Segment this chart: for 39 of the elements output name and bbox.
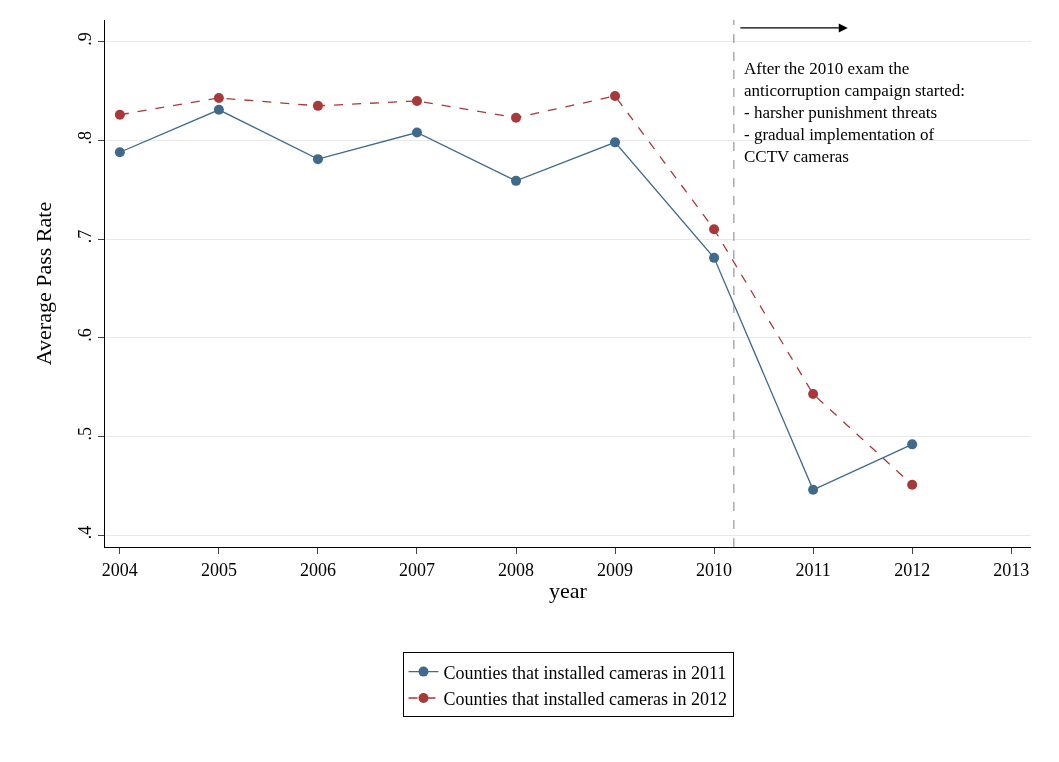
point: [610, 90, 621, 101]
point: [411, 127, 422, 138]
point: [709, 252, 720, 263]
point: [610, 137, 621, 148]
x-tick-label: 2007: [398, 559, 435, 580]
x-tick-label: 2011: [795, 559, 831, 580]
point: [114, 109, 125, 120]
point: [213, 92, 224, 103]
point: [213, 104, 224, 115]
x-axis-title: year: [549, 578, 588, 604]
x-tick-label: 2012: [894, 559, 931, 580]
x-tick-label: 2004: [101, 559, 138, 580]
x-tick-label: 2008: [498, 559, 535, 580]
point: [411, 95, 422, 106]
y-tick-label: .4: [74, 525, 95, 540]
y-tick-label: .5: [74, 427, 95, 441]
point: [709, 224, 720, 235]
legend-label: Counties that installed cameras in 2012: [443, 689, 727, 710]
annotation: After the 2010 exam the anticorruption campaign started: - harsher punishment threats - gradual implementation of CCTV cameras: [744, 59, 965, 167]
point: [907, 479, 918, 490]
point: [312, 100, 323, 111]
x-tick-label: 2010: [696, 559, 733, 580]
x-tick-label: 2013: [993, 559, 1030, 580]
legend-label: Counties that installed cameras in 2011: [443, 662, 727, 683]
y-axis-title: Average Pass Rate: [31, 201, 56, 366]
x-tick-label: 2009: [597, 559, 634, 580]
point: [907, 439, 918, 450]
point: [511, 175, 522, 186]
y-tick-label: .8: [74, 130, 95, 145]
y-tick-label: .6: [74, 328, 95, 342]
x-tick-label: 2005: [200, 559, 237, 580]
point: [312, 154, 323, 165]
point: [511, 112, 522, 123]
point: [808, 389, 819, 400]
point: [114, 147, 125, 158]
x-tick-label: 2006: [299, 559, 336, 580]
y-tick-label: .7: [74, 229, 95, 244]
point: [808, 484, 819, 495]
y-tick-label: .9: [74, 32, 95, 46]
